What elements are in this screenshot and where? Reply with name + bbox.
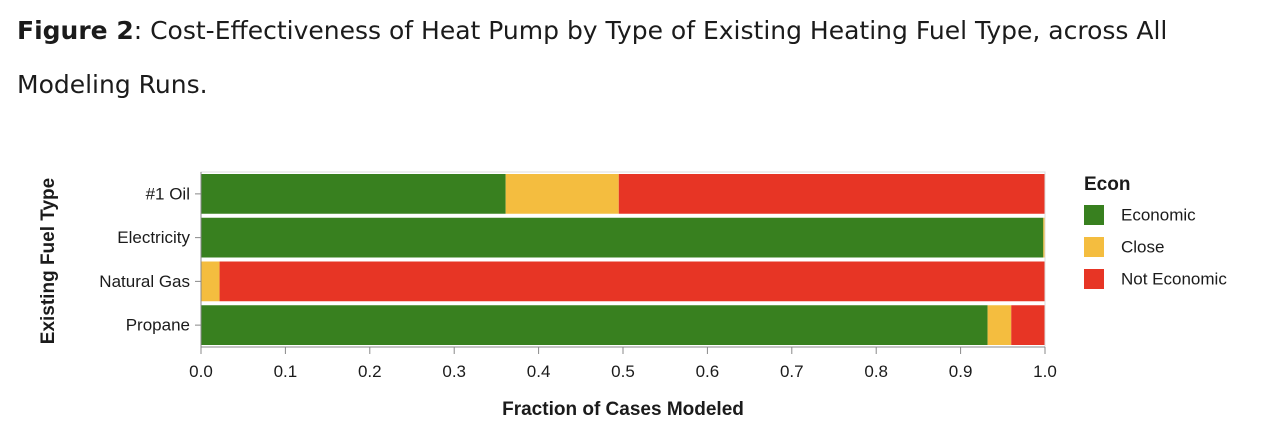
y-axis-label: Existing Fuel Type	[38, 178, 59, 344]
bar-1-3	[987, 305, 1012, 345]
x-tick-label-2: 0.2	[358, 362, 382, 381]
figure-caption: Figure 2: Cost-Effectiveness of Heat Pum…	[17, 4, 1257, 112]
figure-label: Figure 2	[17, 16, 134, 45]
legend-swatch-1	[1084, 237, 1104, 257]
legend-title: Econ	[1084, 174, 1130, 195]
x-tick-label-10: 1.0	[1033, 362, 1057, 381]
legend-label-0: Economic	[1121, 206, 1196, 225]
bar-2-2	[219, 261, 1045, 302]
figure-caption-text: : Cost-Effectiveness of Heat Pump by Typ…	[17, 16, 1168, 99]
legend-swatch-2	[1084, 269, 1104, 289]
legend-label-2: Not Economic	[1121, 270, 1227, 289]
x-tick-label-6: 0.6	[696, 362, 720, 381]
x-tick-label-9: 0.9	[949, 362, 973, 381]
y-axis: #1 Oil Electricity Natural Gas Propane	[99, 172, 202, 347]
bar-0-1	[201, 217, 1044, 258]
y-tick-label-3: Propane	[126, 316, 190, 335]
y-tick-label-2: Natural Gas	[99, 272, 190, 291]
y-tick-label-0: #1 Oil	[146, 184, 190, 203]
x-tick-label-3: 0.3	[442, 362, 466, 381]
bar-2-3	[1011, 305, 1045, 345]
x-tick-label-4: 0.4	[527, 362, 551, 381]
bar-1-2	[201, 261, 220, 302]
x-axis-label: Fraction of Cases Modeled	[502, 399, 744, 420]
x-tick-label-7: 0.7	[780, 362, 804, 381]
bar-1-1	[1043, 217, 1045, 258]
y-tick-label-1: Electricity	[117, 228, 190, 247]
legend-swatch-0	[1084, 205, 1104, 225]
legend-label-1: Close	[1121, 238, 1164, 257]
legend: Economic Close Not Economic	[1084, 205, 1227, 289]
bar-1-0	[505, 174, 619, 214]
x-tick-label-0: 0.0	[189, 362, 213, 381]
bars-group	[201, 174, 1045, 345]
x-tick-label-5: 0.5	[611, 362, 635, 381]
bar-0-0	[201, 174, 506, 214]
x-tick-label-1: 0.1	[274, 362, 298, 381]
bar-0-3	[201, 305, 988, 345]
x-tick-label-8: 0.8	[864, 362, 888, 381]
x-axis: 0.0 0.1 0.2 0.3 0.4 0.5 0.6 0.7 0.8 0.9 1.0	[189, 346, 1057, 381]
bar-2-0	[618, 174, 1045, 214]
